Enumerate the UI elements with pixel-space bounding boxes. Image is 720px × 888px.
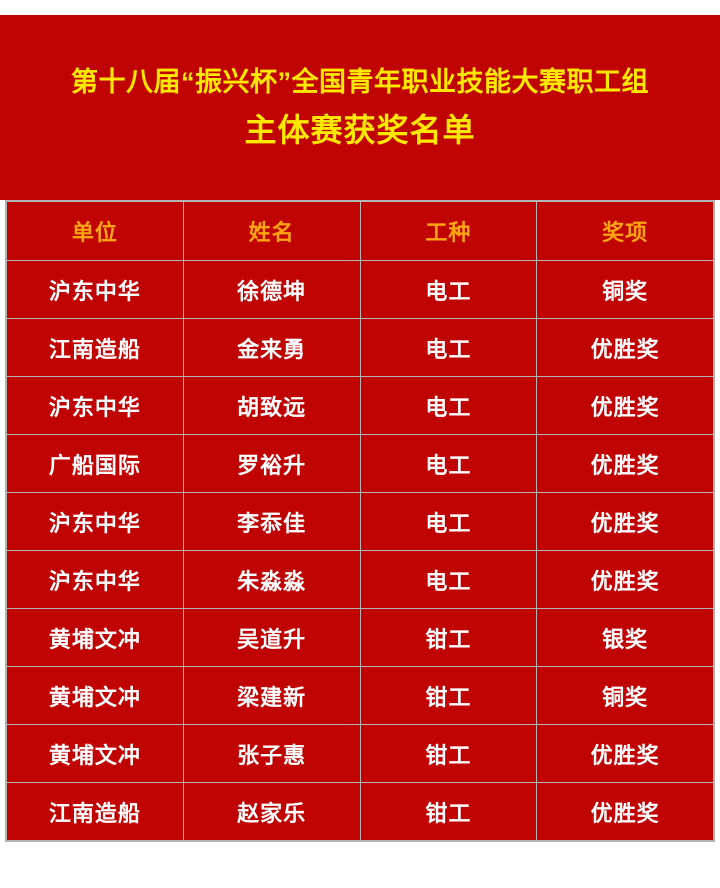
cell-name: 徐德坤	[182, 260, 361, 319]
cell-unit: 广船国际	[6, 434, 184, 493]
cell-unit: 沪东中华	[6, 260, 184, 319]
table-row: 沪东中华 朱淼淼 电工 优胜奖	[6, 550, 714, 609]
column-header-award: 奖项	[536, 201, 714, 261]
cell-award: 银奖	[536, 608, 714, 667]
table-row: 沪东中华 李忝佳 电工 优胜奖	[6, 492, 714, 551]
cell-trade: 电工	[359, 376, 538, 435]
table-row: 沪东中华 胡致远 电工 优胜奖	[6, 376, 714, 435]
cell-unit: 江南造船	[6, 782, 184, 841]
cell-trade: 电工	[359, 550, 538, 609]
table-row: 江南造船 赵家乐 钳工 优胜奖	[6, 782, 714, 841]
cell-trade: 电工	[359, 434, 538, 493]
cell-award: 铜奖	[536, 260, 714, 319]
title-banner: 第十八届“振兴杯”全国青年职业技能大赛职工组 主体赛获奖名单	[0, 15, 720, 200]
cell-trade: 钳工	[359, 782, 538, 841]
cell-name: 赵家乐	[182, 782, 361, 841]
cell-trade: 电工	[359, 492, 538, 551]
cell-award: 优胜奖	[536, 724, 714, 783]
table-row: 广船国际 罗裕升 电工 优胜奖	[6, 434, 714, 493]
cell-trade: 钳工	[359, 724, 538, 783]
cell-name: 罗裕升	[182, 434, 361, 493]
cell-award: 优胜奖	[536, 434, 714, 493]
cell-trade: 钳工	[359, 666, 538, 725]
cell-unit: 黄埔文冲	[6, 724, 184, 783]
cell-trade: 电工	[359, 318, 538, 377]
table-row: 江南造船 金来勇 电工 优胜奖	[6, 318, 714, 377]
cell-unit: 沪东中华	[6, 492, 184, 551]
cell-name: 金来勇	[182, 318, 361, 377]
column-header-trade: 工种	[359, 201, 538, 261]
cell-unit: 江南造船	[6, 318, 184, 377]
table-row: 沪东中华 徐德坤 电工 铜奖	[6, 260, 714, 319]
column-header-unit: 单位	[6, 201, 184, 261]
cell-unit: 黄埔文冲	[6, 666, 184, 725]
cell-award: 优胜奖	[536, 376, 714, 435]
table-header-row: 单位 姓名 工种 奖项	[6, 201, 714, 261]
cell-name: 吴道升	[182, 608, 361, 667]
cell-name: 梁建新	[182, 666, 361, 725]
cell-unit: 黄埔文冲	[6, 608, 184, 667]
page-title-line-1: 第十八届“振兴杯”全国青年职业技能大赛职工组	[71, 66, 649, 97]
cell-award: 优胜奖	[536, 550, 714, 609]
cell-trade: 钳工	[359, 608, 538, 667]
cell-name: 朱淼淼	[182, 550, 361, 609]
table-row: 黄埔文冲 吴道升 钳工 银奖	[6, 608, 714, 667]
page-title-line-2: 主体赛获奖名单	[244, 111, 476, 148]
award-table-body: 沪东中华 徐德坤 电工 铜奖 江南造船 金来勇 电工 优胜奖 沪东中华 胡致远 …	[6, 260, 714, 841]
table-row: 黄埔文冲 梁建新 钳工 铜奖	[6, 666, 714, 725]
cell-name: 李忝佳	[182, 492, 361, 551]
column-header-name: 姓名	[182, 201, 361, 261]
cell-unit: 沪东中华	[6, 376, 184, 435]
cell-name: 张子惠	[182, 724, 361, 783]
cell-trade: 电工	[359, 260, 538, 319]
award-table-container: 单位 姓名 工种 奖项 沪东中华 徐德坤 电工 铜奖 江南造船 金来勇 电工 优	[5, 200, 715, 842]
cell-name: 胡致远	[182, 376, 361, 435]
cell-award: 优胜奖	[536, 492, 714, 551]
award-table: 单位 姓名 工种 奖项 沪东中华 徐德坤 电工 铜奖 江南造船 金来勇 电工 优	[6, 201, 714, 841]
table-row: 黄埔文冲 张子惠 钳工 优胜奖	[6, 724, 714, 783]
cell-award: 优胜奖	[536, 318, 714, 377]
cell-award: 优胜奖	[536, 782, 714, 841]
cell-unit: 沪东中华	[6, 550, 184, 609]
cell-award: 铜奖	[536, 666, 714, 725]
